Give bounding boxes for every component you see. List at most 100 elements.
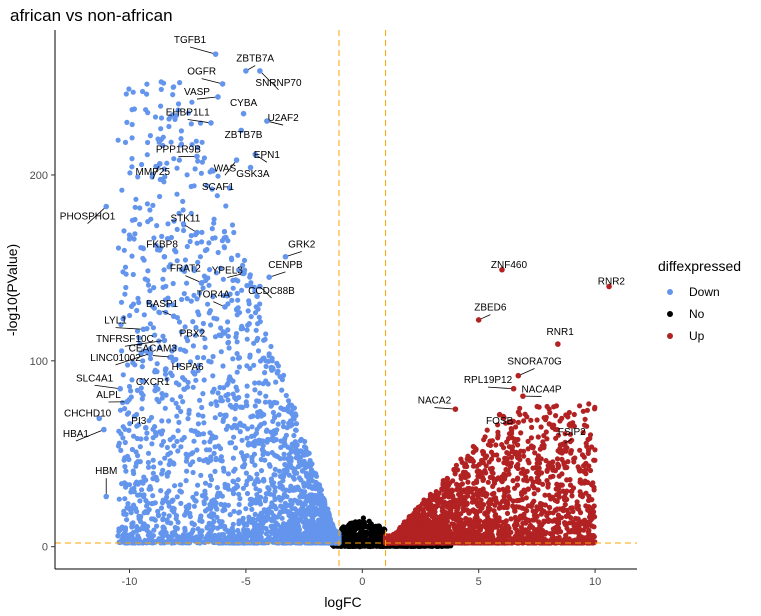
- point-down: [252, 403, 258, 409]
- point-down: [202, 488, 208, 494]
- point-down: [240, 515, 246, 522]
- point-down: [296, 463, 302, 470]
- point-down: [182, 257, 188, 263]
- point-down: [144, 91, 150, 97]
- point-down: [200, 391, 206, 397]
- point-down: [276, 468, 283, 474]
- point-up: [520, 466, 526, 472]
- point-down: [225, 238, 231, 244]
- point-down: [254, 426, 260, 432]
- point-down: [263, 363, 269, 369]
- point-up: [586, 497, 592, 504]
- point-down: [279, 387, 285, 393]
- point-down: [126, 236, 132, 242]
- point-down: [117, 407, 124, 413]
- point-down: [202, 344, 208, 350]
- point-down: [144, 528, 150, 534]
- point-down: [124, 517, 130, 523]
- point-down: [220, 329, 226, 335]
- point-down: [199, 404, 205, 411]
- point-down: [229, 440, 235, 446]
- point-down: [268, 429, 274, 435]
- point-down: [254, 293, 260, 299]
- point-down: [137, 444, 143, 450]
- point-down: [213, 399, 219, 405]
- point-down: [185, 416, 191, 422]
- point-up: [485, 479, 491, 485]
- point-down: [285, 398, 292, 404]
- point-down: [219, 519, 225, 525]
- point-down: [208, 401, 214, 407]
- point-down: [279, 515, 285, 521]
- point-down: [120, 435, 126, 441]
- point-down: [122, 139, 129, 145]
- point-down: [278, 405, 284, 411]
- point-down: [160, 276, 166, 282]
- point-down: [158, 115, 165, 121]
- point-no: [363, 531, 369, 537]
- point-down: [187, 359, 194, 365]
- point-down: [193, 377, 199, 383]
- point-down: [291, 432, 297, 439]
- point-down: [173, 400, 179, 406]
- point-down: [175, 362, 181, 368]
- point-down: [317, 518, 323, 525]
- point-down: [175, 405, 181, 411]
- point-down: [125, 501, 131, 507]
- point-down: [154, 361, 160, 367]
- point-down: [288, 423, 294, 429]
- point-down: [193, 324, 199, 331]
- point-down: [159, 233, 165, 239]
- point-down: [131, 433, 137, 439]
- point-down: [252, 310, 259, 316]
- point-down: [249, 501, 255, 507]
- point-down: [163, 366, 169, 372]
- point-down: [281, 451, 287, 457]
- point-down: [170, 460, 176, 466]
- point-down: [260, 381, 266, 387]
- point-down: [181, 222, 187, 228]
- point-down: [229, 222, 236, 228]
- point-down: [167, 450, 173, 456]
- point-down: [138, 390, 145, 396]
- point-no: [373, 527, 379, 534]
- point-up: [514, 527, 520, 533]
- point-down: [158, 488, 164, 494]
- point-down: [234, 290, 240, 296]
- point-up: [501, 471, 507, 477]
- point-down: [205, 301, 211, 307]
- point-down: [279, 474, 285, 480]
- point-down: [235, 527, 241, 534]
- point-down: [130, 271, 136, 278]
- point-down: [236, 510, 242, 516]
- point-no: [363, 536, 369, 543]
- point-down: [122, 496, 128, 502]
- point-down: [305, 528, 311, 534]
- point-down: [211, 450, 217, 456]
- point-down: [252, 535, 258, 541]
- point-down: [195, 421, 201, 427]
- point-down: [234, 306, 240, 312]
- point-down: [234, 339, 240, 345]
- point-down: [223, 426, 229, 432]
- point-down: [139, 364, 145, 370]
- point-down: [166, 503, 172, 509]
- point-down: [168, 370, 174, 376]
- point-down: [229, 528, 235, 535]
- point-down: [285, 529, 291, 535]
- point-down: [214, 193, 220, 199]
- point-down: [166, 513, 172, 519]
- point-down: [141, 494, 147, 500]
- point-down: [129, 524, 135, 530]
- point-down: [136, 299, 142, 306]
- point-down: [297, 499, 303, 505]
- point-down: [167, 437, 173, 443]
- point-down: [289, 505, 295, 511]
- point-down: [166, 418, 172, 424]
- point-no: [356, 521, 362, 527]
- point-up: [571, 411, 577, 418]
- point-down: [193, 491, 199, 497]
- point-down: [142, 276, 148, 282]
- point-down: [162, 405, 168, 411]
- point-down: [192, 428, 198, 434]
